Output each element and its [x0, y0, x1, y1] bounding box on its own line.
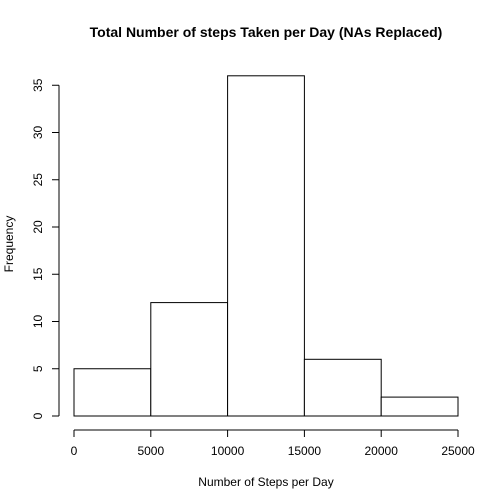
histogram-bar-2 — [151, 303, 228, 416]
y-tick-label: 25 — [31, 173, 45, 187]
y-axis-label: Frequency — [2, 216, 16, 273]
y-tick-label: 20 — [31, 220, 45, 234]
bars-group — [74, 76, 458, 416]
x-tick-label: 20000 — [365, 444, 399, 458]
y-tick-label: 35 — [31, 78, 45, 92]
x-tick-label: 5000 — [137, 444, 164, 458]
x-tick-label: 15000 — [288, 444, 322, 458]
histogram-bar-5 — [381, 397, 458, 416]
y-tick-label: 10 — [31, 315, 45, 329]
chart-title: Total Number of steps Taken per Day (NAs… — [90, 24, 443, 40]
histogram-bar-4 — [304, 359, 381, 416]
y-tick-label: 5 — [31, 365, 45, 372]
x-tick-label: 10000 — [211, 444, 245, 458]
y-tick-label: 30 — [31, 126, 45, 140]
x-axis: 0 5000 10000 15000 20000 25000 — [71, 430, 475, 458]
y-tick-label: 0 — [31, 412, 45, 419]
x-tick-label: 25000 — [441, 444, 475, 458]
y-axis: 0 5 10 15 20 25 30 35 — [31, 78, 59, 419]
histogram-bar-1 — [74, 369, 151, 416]
histogram-bar-3 — [228, 76, 305, 416]
x-axis-label: Number of Steps per Day — [198, 475, 333, 489]
y-tick-label: 15 — [31, 267, 45, 281]
x-tick-label: 0 — [71, 444, 78, 458]
